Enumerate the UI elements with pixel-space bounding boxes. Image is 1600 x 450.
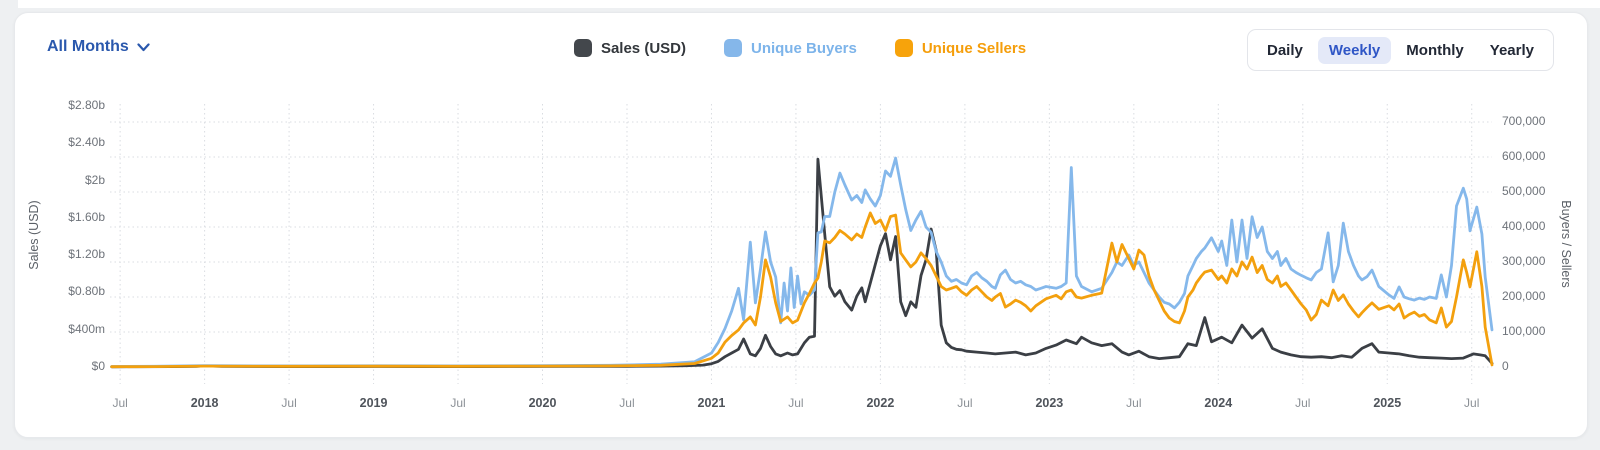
range-button-weekly[interactable]: Weekly (1317, 36, 1392, 64)
series-line-sales-usd- (110, 157, 1494, 369)
buyers-legend-label: Unique Buyers (750, 39, 857, 57)
months-filter-dropdown[interactable]: All Months (47, 38, 150, 56)
range-button-yearly[interactable]: Yearly (1479, 37, 1545, 64)
chart-legend: Sales (USD) Unique Buyers Unique Sellers (0, 39, 1600, 57)
legend-item-sellers[interactable]: Unique Sellers (894, 39, 1027, 57)
sales-legend-label: Sales (USD) (600, 39, 686, 57)
sellers-legend-label: Unique Sellers (921, 39, 1027, 57)
range-button-daily[interactable]: Daily (1256, 37, 1314, 64)
range-button-group: Daily Weekly Monthly Yearly (1246, 29, 1554, 71)
buyers-legend-swatch (723, 39, 742, 57)
chevron-down-icon (137, 42, 150, 52)
months-filter-label: All Months (47, 38, 129, 55)
sales-legend-swatch (573, 39, 592, 57)
series-line-unique-sellers (110, 211, 1494, 369)
sellers-legend-swatch (894, 39, 913, 57)
legend-item-buyers[interactable]: Unique Buyers (723, 39, 857, 57)
top-strip (18, 0, 1600, 8)
range-button-monthly[interactable]: Monthly (1395, 37, 1475, 64)
legend-item-sales[interactable]: Sales (USD) (573, 39, 686, 57)
series-line-unique-buyers (110, 156, 1494, 368)
